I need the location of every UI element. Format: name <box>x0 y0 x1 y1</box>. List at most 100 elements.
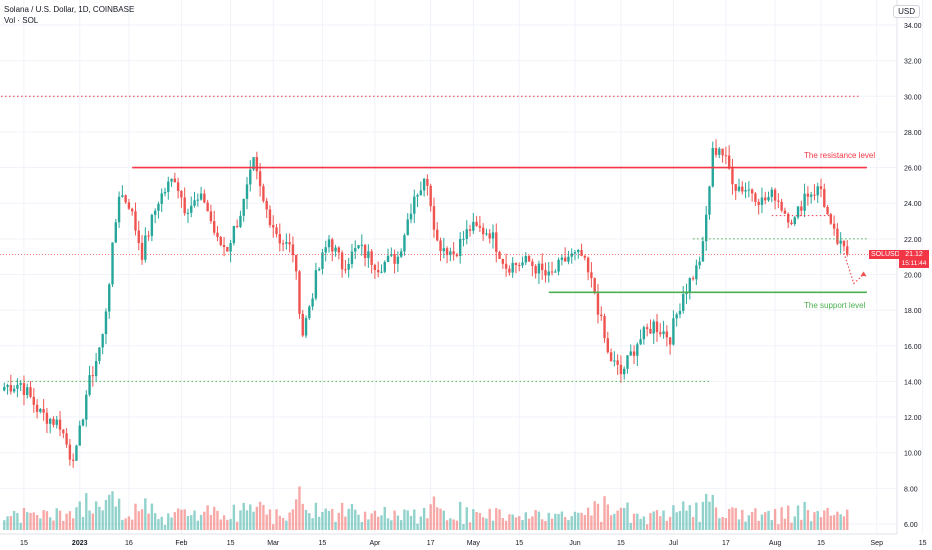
candle-body <box>531 261 534 266</box>
candle-body <box>495 232 498 252</box>
candle-body <box>806 193 810 197</box>
candle-body <box>777 200 780 202</box>
volume-bar <box>764 512 767 530</box>
volume-bar <box>380 515 383 530</box>
volume-bar <box>846 509 849 530</box>
candle-body <box>714 148 718 155</box>
chart-grid <box>0 0 924 534</box>
time-tick-label: May <box>467 540 481 547</box>
time-tick-label: Jun <box>569 540 580 547</box>
candle-body <box>213 221 216 233</box>
volume-bar <box>350 503 354 530</box>
price-axis[interactable]: 6.00 8.00 10.00 12.00 14.00 16.00 18.00 20.00 22… <box>896 0 922 534</box>
volume-bar <box>226 519 229 530</box>
volume-bar <box>180 509 183 530</box>
candle-body <box>393 254 396 264</box>
candle-body <box>180 190 183 198</box>
candle-body <box>764 197 767 201</box>
volume-bar <box>193 510 196 530</box>
volume-bar <box>406 510 409 530</box>
volume-bar <box>442 510 445 530</box>
time-tick-label: 15 <box>617 540 625 547</box>
candle-body <box>504 263 508 269</box>
volume-bar <box>541 519 544 530</box>
volume-bar <box>114 506 117 530</box>
candle-body <box>39 408 42 412</box>
candle-body <box>485 233 488 235</box>
volume-bar <box>521 520 524 530</box>
candle-body <box>727 155 731 169</box>
candle-body <box>813 194 816 196</box>
price-tick-label: 22.00 <box>904 237 922 244</box>
currency-button[interactable]: USD <box>893 5 920 18</box>
volume-bar <box>744 521 747 530</box>
volume-bar <box>760 514 764 530</box>
volume-bar <box>242 502 245 530</box>
volume-bar <box>531 516 534 530</box>
candle-body <box>340 252 344 270</box>
time-tick-label: Sep <box>871 540 884 547</box>
candle-body <box>32 396 35 405</box>
volume-bar <box>413 509 416 530</box>
volume-bar <box>662 510 665 530</box>
volume-bar <box>429 504 432 530</box>
volume-bar <box>101 510 104 530</box>
candle-body <box>642 327 646 340</box>
candle-body <box>35 404 39 412</box>
candle-body <box>754 193 757 202</box>
volume-bar <box>645 524 649 530</box>
time-tick-label: 15 <box>515 540 523 547</box>
time-axis[interactable]: 15 2023 16 Feb 15 Mar 15 Apr 17 May 15 Jun 15 Jul 17 Au… <box>0 533 927 547</box>
volume-bar <box>222 515 226 530</box>
volume-bar <box>747 515 751 530</box>
candle-body <box>734 184 737 191</box>
candle-body <box>626 355 629 369</box>
volume-bar <box>659 516 662 530</box>
candle-body <box>701 241 705 262</box>
support-label: The support level <box>804 301 866 310</box>
time-tick-label: 15 <box>319 540 327 547</box>
volume-bar <box>163 524 167 530</box>
volume-bar <box>449 518 452 530</box>
time-tick-label: 17 <box>722 540 730 547</box>
volume-bar <box>501 518 505 530</box>
volume-bar <box>842 516 846 530</box>
candle-body <box>809 194 813 197</box>
candle-body <box>354 248 357 252</box>
candle-body <box>232 226 236 244</box>
volume-bar <box>340 502 344 530</box>
candle-body <box>58 419 62 430</box>
volume-bar <box>81 517 85 530</box>
volume-bars <box>3 486 849 530</box>
candle-body <box>396 256 400 264</box>
volume-bar <box>298 486 301 530</box>
candle-body <box>281 243 285 245</box>
candle-body <box>245 184 249 199</box>
candle-body <box>301 313 304 336</box>
price-tick-label: 18.00 <box>904 308 922 315</box>
candle-body <box>705 214 708 242</box>
candle-body <box>160 193 163 204</box>
volume-bar <box>652 511 655 530</box>
volume-bar <box>65 513 68 530</box>
candle-body <box>62 429 65 434</box>
volume-bar <box>360 521 363 530</box>
volume-bar <box>393 510 396 530</box>
candle-body <box>767 196 770 201</box>
candle-body <box>209 211 213 222</box>
volume-bar <box>357 514 360 530</box>
candle-body <box>478 225 482 228</box>
volume-bar <box>839 514 842 530</box>
candle-body <box>826 206 829 215</box>
candle-body <box>570 253 573 257</box>
candle-body <box>790 222 793 225</box>
volume-bar <box>511 514 514 530</box>
candle-body <box>370 251 373 265</box>
volume-bar <box>800 519 803 530</box>
volume-bar <box>403 509 406 530</box>
volume-bar <box>203 511 206 530</box>
candle-body <box>49 418 52 424</box>
volume-bar <box>583 514 587 530</box>
volume-bar <box>714 507 718 530</box>
